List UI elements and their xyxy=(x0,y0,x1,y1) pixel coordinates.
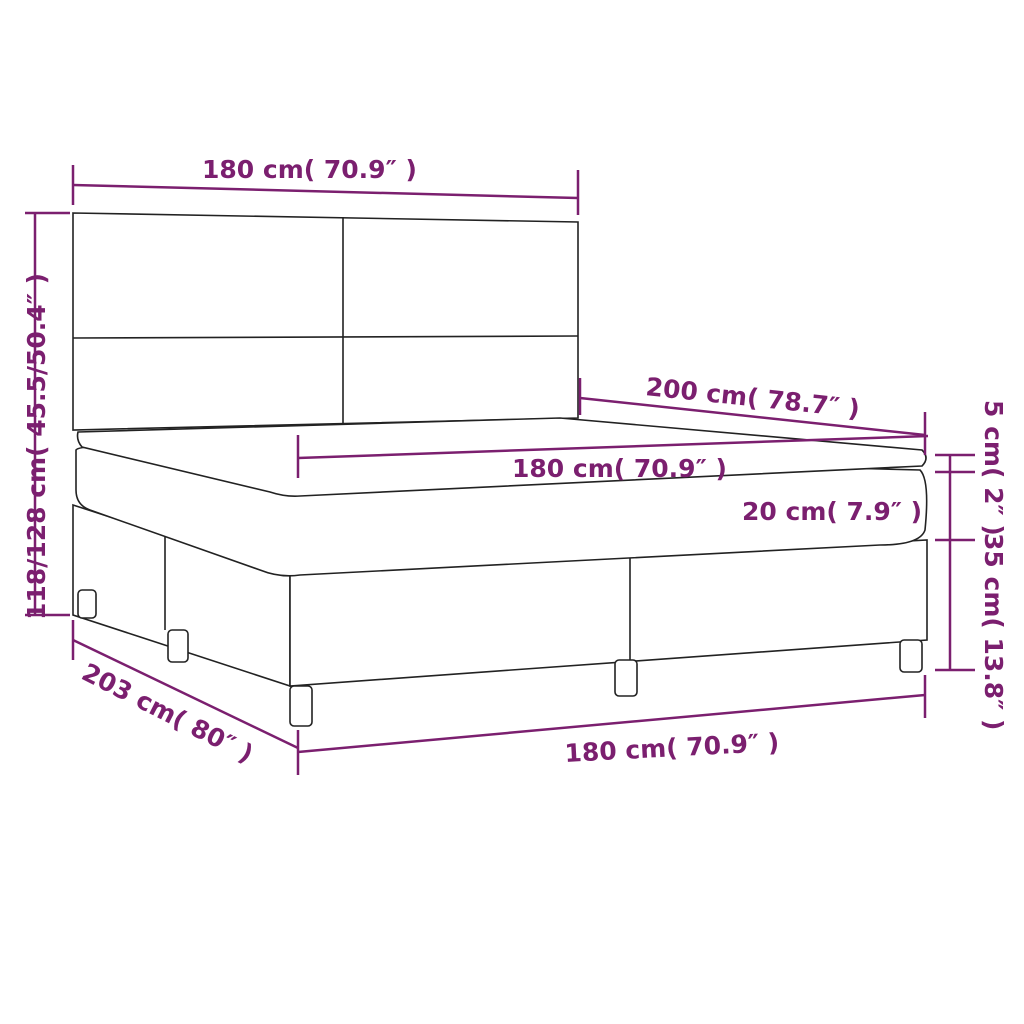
dimension-lines xyxy=(25,165,975,775)
headboard xyxy=(72,212,579,431)
base-height-label: 35 cm( 13.8″ ) xyxy=(979,533,1008,730)
mattress-height-label: 20 cm( 7.9″ ) xyxy=(742,497,922,526)
leg xyxy=(614,659,638,697)
topper-height-label: 5 cm( 2″ ) xyxy=(979,400,1008,536)
base-width-label: 180 cm( 70.9″ ) xyxy=(564,728,780,768)
leg xyxy=(899,639,923,673)
leg xyxy=(167,629,189,663)
leg xyxy=(289,685,313,727)
topper xyxy=(76,417,927,497)
bed-drawing xyxy=(72,212,928,727)
leg xyxy=(77,589,97,619)
total-height-label: 118/128 cm( 45.5/50.4″ ) xyxy=(22,273,51,620)
mattress-width-label: 180 cm( 70.9″ ) xyxy=(512,454,727,483)
headboard-width-label: 180 cm( 70.9″ ) xyxy=(202,155,417,184)
total-length-label: 203 cm( 80″ ) xyxy=(77,658,258,769)
